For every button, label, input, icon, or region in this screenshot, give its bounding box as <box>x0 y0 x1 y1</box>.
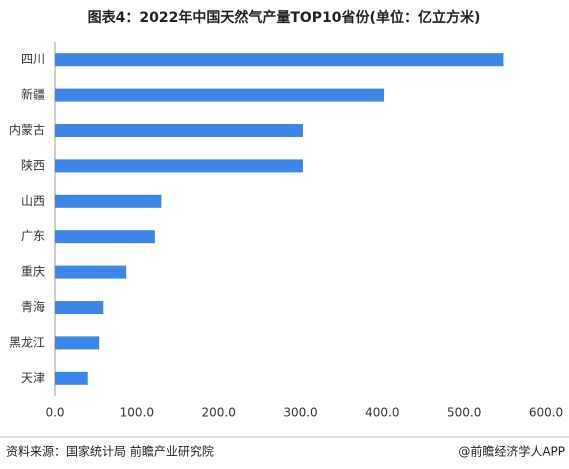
y-tick-label: 陕西 <box>21 157 45 172</box>
x-tick-label: 0.0 <box>45 406 64 420</box>
bar <box>55 53 504 67</box>
credit: @前瞻经济学人APP <box>458 444 565 459</box>
bar <box>55 371 88 385</box>
x-tick-label: 400.0 <box>365 406 399 420</box>
x-tick-label: 300.0 <box>283 406 317 420</box>
x-tick-label: 600.0 <box>529 406 563 420</box>
y-tick-label: 黑龙江 <box>9 335 45 349</box>
bar <box>55 124 303 137</box>
x-tick-label: 100.0 <box>120 406 154 420</box>
x-tick-label: 200.0 <box>201 406 235 420</box>
bar <box>55 159 303 173</box>
bar <box>55 301 104 314</box>
y-tick-label: 四川 <box>21 52 45 66</box>
bar <box>55 88 384 102</box>
y-tick-label: 重庆 <box>21 265 45 279</box>
y-tick-label: 内蒙古 <box>9 122 45 137</box>
source: 资料来源：国家统计局 前瞻产业研究院 <box>6 444 214 459</box>
y-tick-label: 山西 <box>21 194 45 208</box>
bar <box>55 194 162 208</box>
y-tick-label: 新疆 <box>21 87 45 102</box>
bar <box>55 336 100 350</box>
bar <box>55 230 155 244</box>
y-tick-label: 广东 <box>21 229 45 243</box>
chart-title: 图表4：2022年中国天然气产量TOP10省份(单位：亿立方米) <box>88 9 481 26</box>
y-tick-label: 青海 <box>21 299 45 314</box>
y-tick-label: 天津 <box>21 371 45 385</box>
x-tick-label: 500.0 <box>447 406 481 420</box>
bar <box>55 265 127 279</box>
